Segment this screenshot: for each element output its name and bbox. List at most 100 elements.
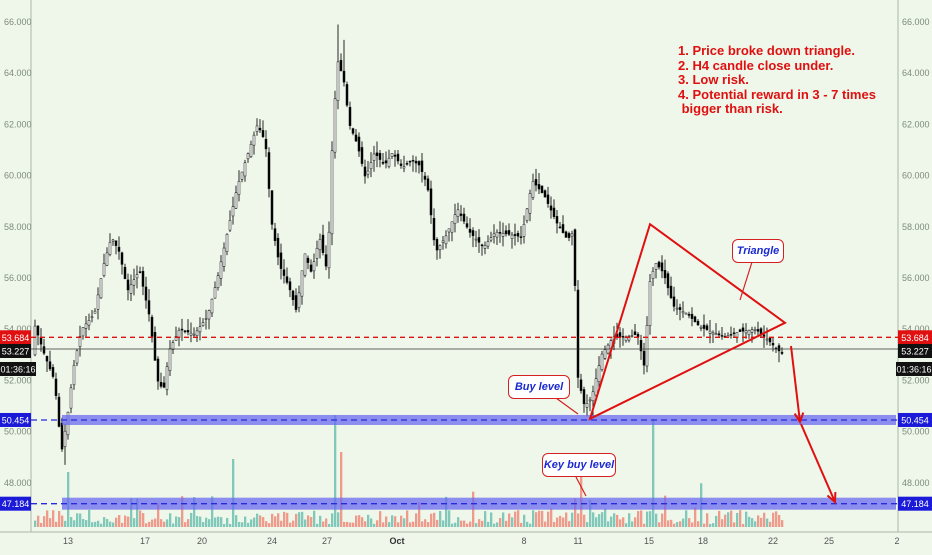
- candle-body: [678, 307, 682, 310]
- candle-body: [771, 343, 775, 346]
- note-line-2: 2. H4 candle close under.: [678, 57, 834, 73]
- volume-bar: [745, 511, 748, 527]
- volume-bar: [301, 511, 304, 527]
- candle-body: [597, 365, 601, 382]
- volume-bar: [508, 513, 511, 527]
- candle-body: [534, 179, 538, 186]
- volume-bar: [379, 511, 382, 527]
- candle-body: [705, 325, 709, 331]
- volume-bar: [667, 520, 670, 527]
- volume-bar: [742, 523, 745, 527]
- candle-body: [732, 332, 736, 334]
- candle-body: [390, 153, 394, 157]
- volume-bar: [658, 522, 661, 527]
- candle-body: [291, 290, 295, 301]
- volume-bar: [88, 509, 91, 527]
- candle-body: [297, 292, 301, 308]
- candle-body: [573, 229, 577, 286]
- volume-bar: [70, 517, 73, 527]
- volume-bar: [169, 513, 172, 527]
- volume-bar: [748, 516, 751, 527]
- candle-body: [549, 205, 553, 211]
- candle-body: [330, 150, 334, 235]
- candle-body: [168, 348, 172, 371]
- candle-body: [333, 98, 337, 153]
- volume-bar: [91, 522, 94, 527]
- candle-body: [501, 233, 505, 237]
- candle-body: [660, 262, 664, 272]
- candle-body: [33, 325, 37, 356]
- candle-body: [627, 335, 631, 341]
- volume-bar: [583, 514, 586, 527]
- volume-bar: [655, 513, 658, 527]
- candle-body: [459, 213, 463, 216]
- candle-body: [315, 247, 319, 259]
- volume-bar: [526, 521, 529, 527]
- volume-bar: [613, 513, 616, 527]
- candle-body: [243, 162, 247, 177]
- x-tick-label: Oct: [389, 536, 404, 546]
- volume-bar: [634, 517, 637, 527]
- volume-bar: [499, 517, 502, 527]
- volume-bar: [106, 519, 109, 527]
- volume-bar: [232, 459, 235, 527]
- volume-bar: [451, 523, 454, 527]
- volume-bar: [49, 518, 52, 527]
- candle-body: [102, 263, 106, 276]
- candle-body: [486, 241, 490, 247]
- volume-bar: [208, 519, 211, 527]
- volume-bar: [775, 511, 778, 527]
- candle-body: [768, 337, 772, 343]
- x-tick-label: 11: [573, 536, 582, 546]
- volume-bar: [757, 515, 760, 527]
- y-tick-label-right: 56.000: [902, 273, 930, 283]
- volume-bar: [454, 522, 457, 527]
- candle-body: [450, 221, 454, 233]
- candle-body: [468, 228, 472, 233]
- candle-body: [765, 338, 769, 341]
- candle-body: [411, 159, 415, 162]
- volume-bar: [157, 502, 160, 527]
- volume-bar: [121, 522, 124, 527]
- candle-body: [753, 329, 757, 331]
- candle-body: [246, 153, 250, 160]
- volume-bar: [370, 518, 373, 527]
- volume-bar: [268, 523, 271, 527]
- buy-level-band: [62, 414, 896, 425]
- candle-body: [360, 147, 364, 164]
- candle-body: [405, 163, 409, 165]
- volume-bar: [391, 515, 394, 527]
- candle-body: [381, 161, 385, 164]
- candle-body: [681, 311, 685, 314]
- volume-bar: [202, 522, 205, 527]
- candle-body: [285, 276, 289, 283]
- volume-bar: [196, 516, 199, 527]
- volume-bar: [400, 515, 403, 527]
- volume-bar: [304, 519, 307, 527]
- candle-body: [420, 160, 424, 173]
- volume-bar: [109, 521, 112, 527]
- volume-bar: [346, 521, 349, 527]
- candle-body: [354, 134, 358, 142]
- candle-body: [156, 358, 160, 382]
- candle-body: [237, 180, 241, 195]
- volume-bar: [601, 512, 604, 527]
- candle-body: [153, 332, 157, 361]
- candle-body: [210, 298, 214, 314]
- volume-bar: [622, 517, 625, 527]
- volume-bar: [259, 515, 262, 527]
- volume-bar: [262, 517, 265, 527]
- volume-bar: [589, 499, 592, 527]
- x-tick-label: 17: [140, 536, 150, 546]
- volume-bar: [502, 512, 505, 527]
- candle-body: [387, 157, 391, 167]
- volume-bar: [736, 512, 739, 527]
- candle-body: [402, 166, 406, 169]
- volume-bar: [730, 510, 733, 527]
- candle-body: [453, 214, 457, 224]
- volume-bar: [727, 512, 730, 527]
- volume-bar: [229, 523, 232, 527]
- volume-bar: [553, 521, 556, 527]
- candle-body: [507, 230, 511, 235]
- candle-body: [249, 144, 253, 157]
